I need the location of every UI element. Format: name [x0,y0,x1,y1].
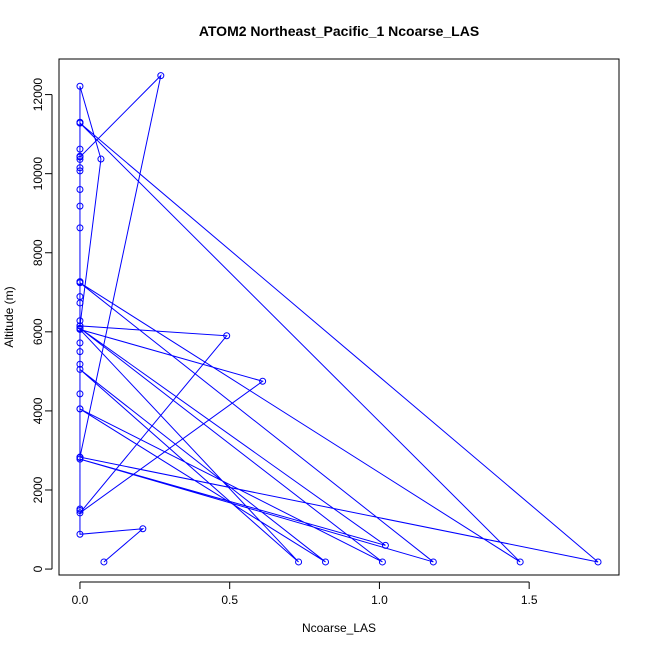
data-point [76,279,84,287]
data-point [429,558,437,566]
data-point [516,558,524,566]
x-tick-label: 0.5 [221,593,238,607]
data-point [76,365,84,373]
y-axis-label: Altitude (m) [2,286,16,347]
plot-data [76,72,602,566]
data-point [223,332,231,340]
data-point [76,155,84,163]
data-point [76,360,84,368]
data-point [76,317,84,325]
x-tick-label: 1.0 [371,593,388,607]
data-point [76,82,84,90]
data-point [76,185,84,193]
data-point [76,455,84,463]
y-tick-label: 2000 [31,476,45,503]
data-point [76,167,84,175]
data-point [381,541,389,549]
data-point [76,509,84,517]
y-tick-label: 12000 [31,78,45,112]
data-point [76,339,84,347]
y-tick-label: 8000 [31,239,45,266]
y-tick-label: 10000 [31,157,45,191]
data-point [76,405,84,413]
data-point [76,505,84,513]
data-point [100,558,108,566]
data-point [76,164,84,172]
data-point [97,155,105,163]
x-tick-label: 1.5 [521,593,538,607]
data-point [76,153,84,161]
data-point [76,119,84,127]
data-point [76,530,84,538]
data-point [76,293,84,301]
data-point [594,558,602,566]
x-axis: 0.0 0.5 1.0 1.5 [72,581,538,607]
data-point [76,390,84,398]
x-axis-label: Ncoarse_LAS [302,621,376,635]
y-axis: 0 2000 4000 6000 8000 10000 12000 [31,78,53,572]
data-point [378,558,386,566]
data-point [295,558,303,566]
y-tick-label: 0 [31,565,45,572]
chart-title: ATOM2 Northeast_Pacific_1 Ncoarse_LAS [199,23,479,39]
data-point [259,377,267,385]
y-tick-label: 6000 [31,318,45,345]
data-point [76,145,84,153]
data-point [76,322,84,330]
x-tick-label: 0.0 [72,593,89,607]
plot-frame [58,58,620,576]
data-point [76,348,84,356]
data-point [139,525,147,533]
data-point [157,72,165,80]
data-point [76,453,84,461]
y-tick-label: 4000 [31,397,45,424]
data-point [76,324,84,332]
data-point [76,224,84,232]
data-point [322,558,330,566]
series-line [78,74,599,563]
data-point [76,202,84,210]
